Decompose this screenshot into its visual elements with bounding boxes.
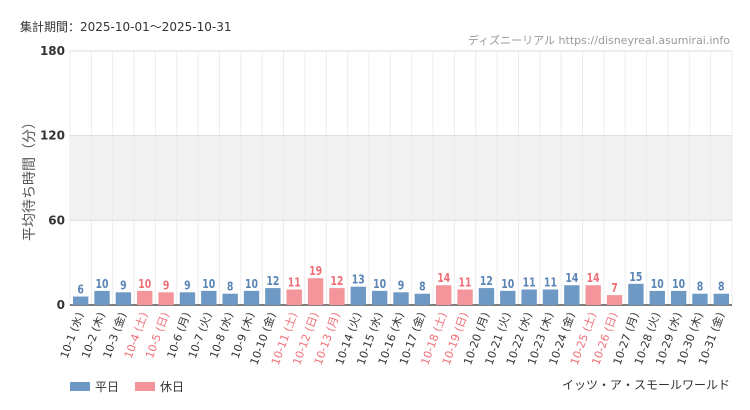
bar-value-label: 8	[697, 280, 704, 294]
bar-value-label: 6	[77, 282, 84, 296]
period-label: 集計期間：2025-10-01～2025-10-31	[20, 20, 232, 34]
bar	[436, 285, 452, 305]
bar-value-label: 10	[651, 277, 664, 291]
bar-value-label: 8	[227, 280, 234, 294]
bar	[692, 293, 708, 305]
bar	[713, 293, 730, 305]
bar	[201, 290, 217, 305]
y-tick-label: 180	[40, 44, 65, 58]
legend-swatch-weekday	[70, 382, 90, 391]
bar-value-label: 12	[330, 274, 343, 288]
bar	[457, 289, 473, 305]
bar	[179, 292, 196, 305]
bar	[307, 278, 324, 305]
bar	[115, 292, 132, 305]
y-axis-label: 平均待ち時間（分）	[22, 115, 38, 241]
bar	[478, 288, 495, 305]
bar	[670, 290, 687, 305]
bar	[649, 290, 665, 305]
bar	[286, 289, 302, 305]
bar-value-label: 10	[245, 277, 258, 291]
bar-value-label: 15	[629, 270, 642, 284]
bar-value-label: 7	[611, 281, 618, 295]
source-credit: ディズニーリアル https://disneyreal.asumirai.inf…	[467, 34, 730, 47]
bar	[137, 290, 153, 305]
bar	[94, 290, 110, 305]
bar-value-label: 10	[373, 277, 386, 291]
bar	[158, 292, 174, 305]
bar-value-label: 11	[288, 275, 301, 289]
bar	[350, 286, 366, 305]
bar	[585, 285, 601, 305]
y-tick-label: 60	[48, 213, 65, 227]
bar-value-label: 9	[398, 278, 405, 292]
bar-value-label: 9	[120, 278, 127, 292]
bar-value-label: 10	[202, 277, 215, 291]
bar-value-label: 12	[480, 274, 493, 288]
bar	[628, 283, 644, 305]
y-tick-label: 120	[40, 129, 65, 143]
bar-value-label: 14	[437, 271, 450, 285]
legend-label-weekday: 平日	[95, 380, 120, 394]
bar	[371, 290, 388, 305]
bar-value-label: 8	[419, 280, 426, 294]
bar-value-label: 10	[138, 277, 151, 291]
legend-label-holiday: 休日	[160, 380, 185, 394]
shaded-band	[70, 135, 732, 221]
bar	[414, 293, 431, 305]
bar	[564, 285, 580, 305]
bar	[500, 290, 516, 305]
bar-value-label: 10	[672, 277, 685, 291]
y-tick-label: 0	[57, 298, 65, 312]
bar-value-label: 14	[565, 271, 578, 285]
bar-value-label: 11	[544, 275, 557, 289]
bar-value-label: 11	[523, 275, 536, 289]
bar-value-label: 9	[184, 278, 191, 292]
attraction-name: イッツ・ア・スモールワールド	[561, 378, 730, 392]
bar	[222, 293, 238, 305]
legend-swatch-holiday	[135, 382, 156, 391]
bar-value-label: 14	[587, 271, 600, 285]
bar-value-label: 10	[501, 277, 514, 291]
bar	[542, 289, 559, 305]
bar	[521, 289, 537, 305]
bar-value-label: 8	[718, 280, 725, 294]
bar-value-label: 12	[266, 274, 279, 288]
bar	[393, 292, 409, 305]
bar	[606, 295, 623, 305]
chart-legend: 平日 休日	[70, 378, 200, 395]
bar	[243, 290, 260, 305]
bar	[72, 296, 89, 305]
bar	[329, 288, 345, 305]
bar	[265, 288, 281, 305]
bar-value-label: 9	[163, 278, 170, 292]
bar-value-label: 19	[309, 264, 322, 278]
legend-item-weekday: 平日	[70, 378, 119, 395]
bar-value-label: 10	[96, 277, 109, 291]
bar-value-label: 13	[352, 273, 365, 287]
bar-value-label: 11	[459, 275, 472, 289]
legend-item-holiday: 休日	[135, 378, 184, 395]
